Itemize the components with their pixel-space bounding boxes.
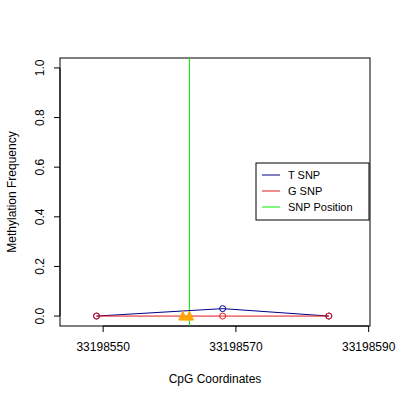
chart-root: 0.0 0.2 0.4 0.6 0.8 1.0 33198550 33198570 331985… bbox=[0, 0, 400, 400]
legend-swatch bbox=[262, 207, 280, 208]
y-tick bbox=[54, 117, 60, 118]
x-axis-label: CpG Coordinates bbox=[169, 372, 262, 386]
x-tick bbox=[368, 326, 369, 332]
series-line bbox=[97, 316, 329, 317]
x-tick-label: 33198590 bbox=[342, 340, 396, 354]
series-point bbox=[326, 313, 332, 319]
legend-swatch bbox=[262, 191, 280, 192]
legend-label: G SNP bbox=[288, 185, 322, 197]
y-tick-label: 0.0 bbox=[33, 307, 47, 324]
legend-label: SNP Position bbox=[288, 201, 353, 213]
y-tick-label: 0.8 bbox=[33, 109, 47, 126]
series-point bbox=[94, 313, 100, 319]
y-tick bbox=[54, 266, 60, 267]
y-tick-label: 0.6 bbox=[33, 159, 47, 176]
series-line bbox=[97, 309, 329, 316]
legend: T SNP G SNP SNP Position bbox=[256, 163, 369, 220]
y-tick bbox=[54, 67, 60, 68]
snp-marker bbox=[185, 311, 193, 320]
series-point bbox=[220, 313, 226, 319]
y-tick-label: 0.2 bbox=[33, 258, 47, 275]
legend-box bbox=[256, 163, 369, 220]
y-tick-label: 1.0 bbox=[33, 59, 47, 76]
y-axis-line bbox=[60, 68, 61, 316]
x-tick-label: 33198550 bbox=[76, 340, 130, 354]
y-tick-label: 0.4 bbox=[33, 208, 47, 225]
x-axis-line bbox=[103, 326, 369, 327]
legend-label: T SNP bbox=[288, 169, 320, 181]
legend-swatch bbox=[262, 175, 280, 176]
y-tick bbox=[54, 216, 60, 217]
chart: 0.0 0.2 0.4 0.6 0.8 1.0 33198550 33198570 331985… bbox=[0, 0, 400, 400]
data-group bbox=[94, 58, 332, 326]
series-point bbox=[220, 306, 226, 312]
snp-line bbox=[189, 58, 190, 326]
x-tick-label: 33198570 bbox=[209, 340, 263, 354]
x-tick bbox=[103, 326, 104, 332]
plot-frame bbox=[60, 58, 370, 326]
series-point bbox=[326, 313, 332, 319]
y-tick bbox=[54, 167, 60, 168]
x-tick bbox=[235, 326, 236, 332]
y-tick bbox=[54, 316, 60, 317]
y-axis-label: Methylation Frequency bbox=[5, 131, 19, 252]
series-point bbox=[94, 313, 100, 319]
